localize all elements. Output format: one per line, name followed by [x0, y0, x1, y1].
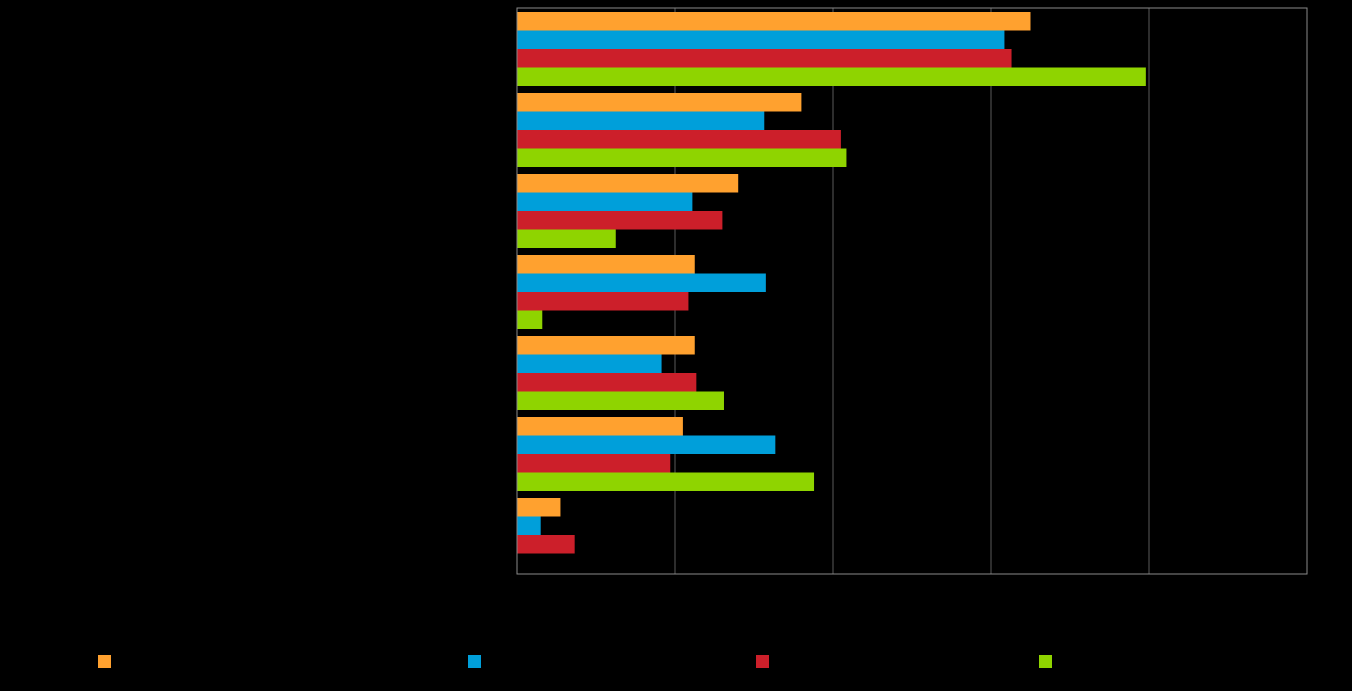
bar-group-4-series-1 [517, 255, 695, 274]
bar-group-5-series-4 [517, 391, 724, 410]
legend-item-4 [1039, 655, 1060, 668]
bar-group-4-series-2 [517, 273, 766, 292]
legend-item-3 [756, 655, 777, 668]
bar-group-6-series-4 [517, 472, 815, 491]
bar-group-7-series-2 [517, 516, 541, 535]
bar-group-3-series-1 [517, 174, 739, 193]
bar-group-2-series-4 [517, 148, 847, 167]
legend-swatch-1 [98, 655, 111, 668]
bar-group-4-series-4 [517, 310, 543, 329]
bar-group-5-series-2 [517, 354, 662, 373]
legend-item-2 [468, 655, 489, 668]
bar-group-4-series-3 [517, 292, 689, 311]
bar-group-1-series-3 [517, 49, 1012, 68]
bar-group-6-series-1 [517, 417, 683, 436]
legend-swatch-4 [1039, 655, 1052, 668]
bar-group-3-series-3 [517, 211, 723, 230]
legend-swatch-3 [756, 655, 769, 668]
bar-group-3-series-4 [517, 229, 616, 248]
bar-group-1-series-1 [517, 12, 1031, 31]
bar-group-2-series-2 [517, 111, 765, 130]
bar-group-7-series-1 [517, 498, 561, 517]
bar-group-3-series-2 [517, 192, 693, 211]
bar-group-5-series-3 [517, 373, 697, 392]
bar-group-6-series-3 [517, 454, 671, 473]
bar-group-7-series-3 [517, 535, 575, 554]
legend-item-1 [98, 655, 119, 668]
bar-group-2-series-1 [517, 93, 802, 112]
bar-group-1-series-2 [517, 30, 1005, 49]
legend-swatch-2 [468, 655, 481, 668]
bar-group-6-series-2 [517, 435, 776, 454]
bar-group-2-series-3 [517, 130, 841, 149]
bar-group-1-series-4 [517, 67, 1146, 86]
bar-group-5-series-1 [517, 336, 695, 355]
